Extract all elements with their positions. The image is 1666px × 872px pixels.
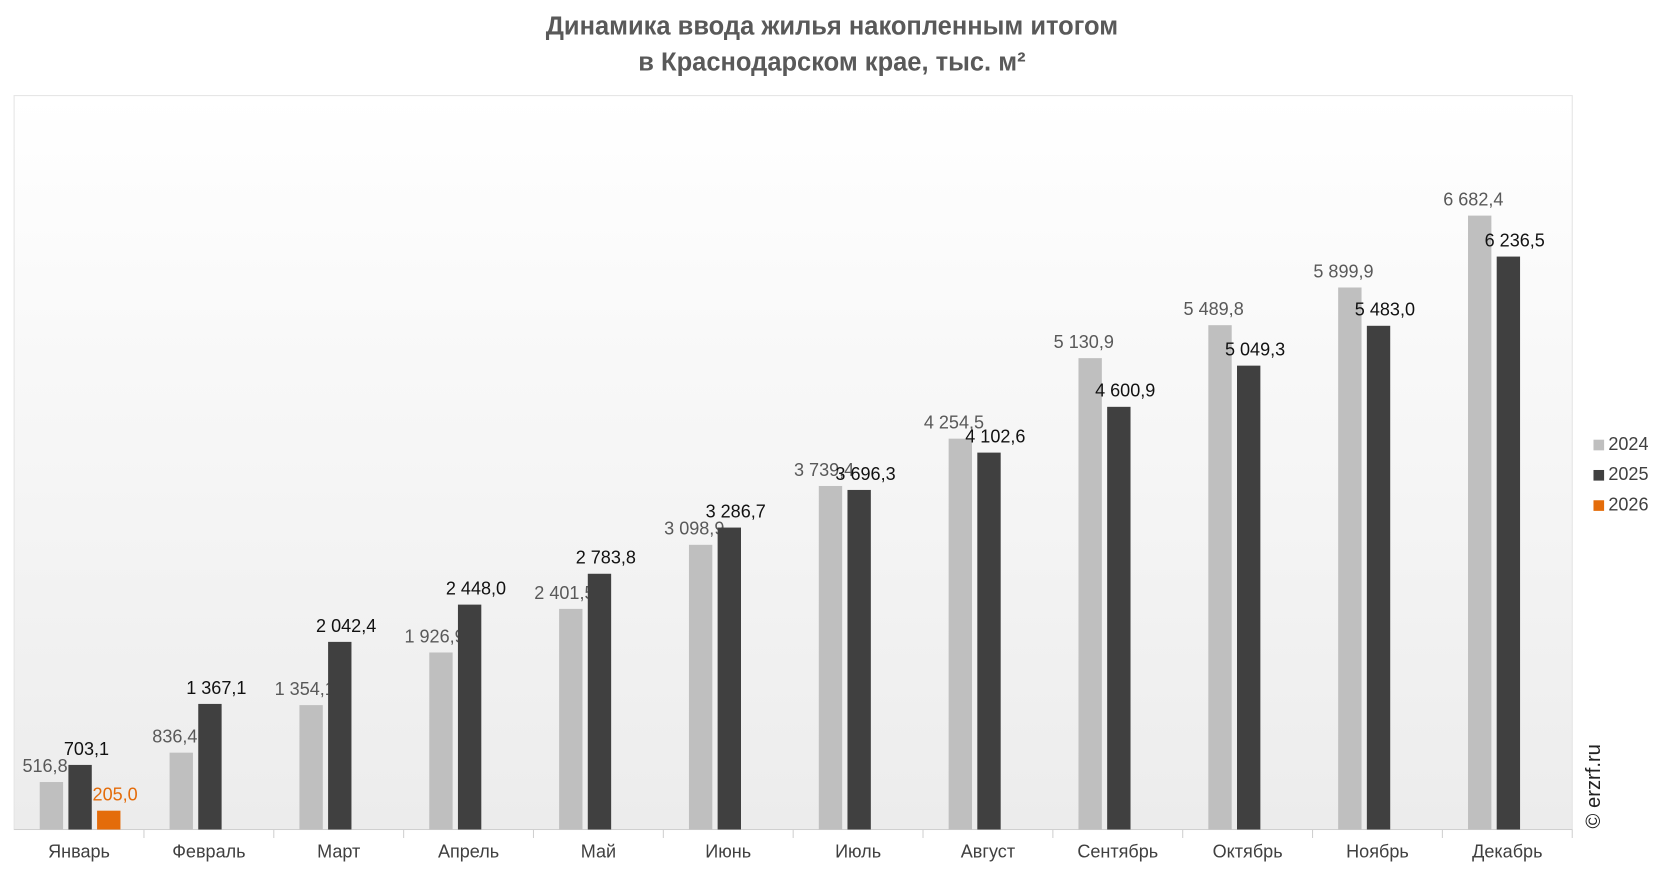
legend-label: 2025 [1608, 464, 1648, 484]
x-tick-label: Ноябрь [1346, 842, 1409, 862]
data-label: 3 286,7 [706, 501, 766, 521]
chart-title: Динамика ввода жилья накопленным итогом [546, 12, 1118, 40]
data-label: 836,4 [152, 727, 197, 747]
bar [1208, 325, 1232, 830]
data-label: 1 354,1 [275, 679, 335, 699]
bar [1237, 365, 1261, 830]
legend-label: 2024 [1608, 434, 1648, 454]
x-tick-label: Апрель [438, 842, 499, 862]
bar [977, 452, 1001, 830]
data-label: 5 483,0 [1355, 300, 1415, 320]
bar [818, 485, 843, 830]
bar [328, 641, 352, 830]
bar [457, 604, 482, 830]
chart-title: в Краснодарском крае, тыс. м² [638, 48, 1025, 76]
bar [847, 489, 871, 830]
x-tick-label: Май [581, 842, 616, 862]
data-label: 3 696,3 [835, 464, 895, 484]
data-label: 6 682,4 [1443, 190, 1503, 210]
bar [68, 764, 92, 830]
data-label: 2 401,5 [534, 583, 594, 603]
bar [1338, 287, 1362, 830]
x-tick-label: Февраль [172, 842, 245, 862]
data-label: 3 098,9 [664, 519, 724, 539]
bar [1366, 325, 1391, 830]
data-label: 4 254,5 [924, 413, 984, 433]
x-tick-label: Декабрь [1472, 842, 1542, 862]
x-tick-label: Октябрь [1213, 842, 1283, 862]
data-label: 205,0 [93, 785, 138, 805]
data-label: 516,8 [22, 756, 67, 776]
legend-swatch [1593, 500, 1605, 511]
data-label: 2 042,4 [316, 616, 376, 636]
bar [198, 703, 222, 830]
data-label: 2 448,0 [446, 579, 506, 599]
bar [299, 705, 323, 830]
data-label: 4 102,6 [965, 427, 1025, 447]
bar [1496, 256, 1521, 830]
data-label: 5 049,3 [1225, 340, 1285, 360]
legend-swatch [1593, 469, 1605, 481]
watermark: © erzrf.ru [1583, 744, 1605, 828]
bar [559, 608, 583, 830]
data-label: 6 236,5 [1485, 230, 1545, 250]
bar [717, 527, 741, 830]
bar [1107, 406, 1131, 830]
x-tick-label: Март [317, 842, 360, 862]
plot-area [13, 95, 1573, 831]
x-tick-label: Июнь [705, 842, 751, 862]
data-label: 2 783,8 [576, 548, 636, 568]
bar [97, 810, 121, 830]
data-label: 5 489,8 [1184, 299, 1244, 319]
bar [948, 438, 973, 830]
data-label: 1 367,1 [186, 678, 246, 698]
bar [429, 652, 453, 830]
data-label: 703,1 [64, 739, 109, 759]
data-label: 5 130,9 [1054, 332, 1114, 352]
bar [169, 752, 193, 830]
bar [1468, 215, 1492, 830]
bar [688, 544, 713, 830]
x-tick-label: Январь [48, 842, 110, 862]
data-label: 4 600,9 [1095, 381, 1155, 401]
x-tick-label: Август [961, 842, 1015, 862]
legend-label: 2026 [1608, 494, 1648, 514]
data-label: 5 899,9 [1313, 261, 1373, 281]
bar [39, 782, 64, 830]
bar [587, 573, 612, 830]
data-label: 1 926,9 [404, 626, 464, 646]
data-label: 3 739,4 [794, 460, 854, 480]
x-tick-label: Июль [835, 842, 881, 862]
legend-swatch [1593, 439, 1605, 451]
x-tick-label: Сентябрь [1077, 842, 1158, 862]
bar [1078, 358, 1102, 830]
